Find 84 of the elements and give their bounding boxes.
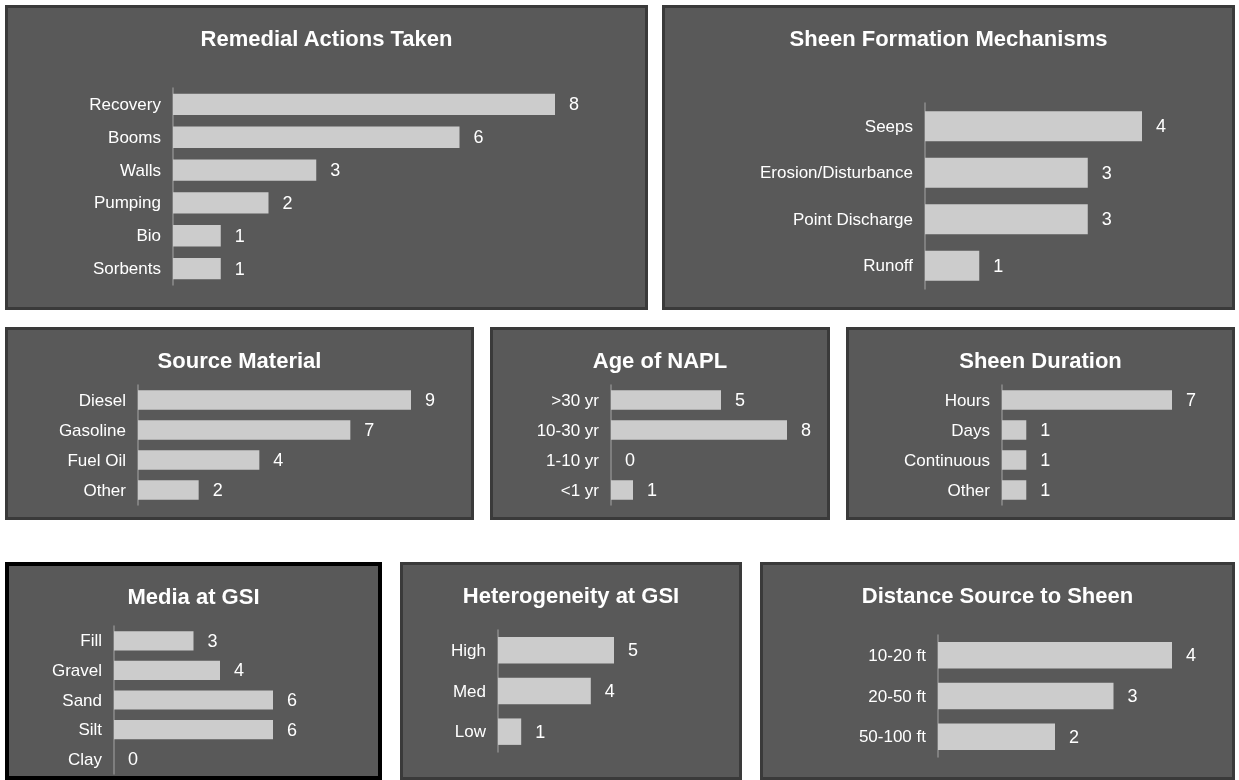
y-tick-label: Runoff	[863, 256, 914, 276]
data-label: 2	[1069, 726, 1080, 747]
bar	[173, 192, 269, 214]
y-tick-label: Fill	[80, 631, 102, 651]
y-tick-label: Gasoline	[58, 420, 126, 440]
y-tick-label: Diesel	[78, 390, 126, 410]
y-tick-label: 10-30 yr	[536, 420, 600, 440]
data-label: 4	[273, 450, 284, 470]
bar	[138, 480, 199, 500]
y-tick-label: Low	[454, 722, 487, 742]
y-tick-label: Erosion/Disturbance	[759, 163, 913, 183]
data-label: 4	[234, 660, 245, 681]
data-label: 4	[604, 681, 615, 701]
data-label: 1	[647, 480, 658, 500]
y-tick-label: Pumping	[93, 193, 161, 213]
data-label: 2	[282, 192, 293, 213]
y-tick-label: Point Discharge	[792, 209, 913, 229]
y-tick-label: Sorbents	[92, 259, 161, 279]
data-label: 8	[569, 94, 580, 115]
data-label: 3	[330, 160, 341, 181]
data-label: 1	[535, 721, 546, 742]
data-label: 0	[128, 749, 139, 770]
y-tick-label: Sand	[62, 690, 102, 710]
y-tick-label: 50-100 ft	[858, 727, 927, 747]
data-label: 6	[287, 690, 298, 710]
data-label: 2	[212, 480, 223, 500]
y-tick-label: Other	[83, 480, 127, 500]
y-tick-label: Bio	[136, 226, 161, 246]
data-label: 6	[287, 719, 298, 740]
chart-title: Media at GSI	[127, 583, 260, 609]
chart-title: Remedial Actions Taken	[200, 25, 453, 51]
data-label: 7	[1186, 390, 1197, 410]
y-tick-label: Gravel	[51, 660, 102, 680]
data-label: 1	[1040, 420, 1051, 440]
y-tick-label: Silt	[78, 720, 103, 740]
bar	[173, 126, 460, 148]
y-tick-label: Fuel Oil	[67, 450, 126, 470]
y-tick-label: High	[451, 640, 486, 660]
y-tick-label: <1 yr	[560, 480, 600, 500]
data-label: 6	[473, 127, 484, 148]
data-label: 1	[1040, 480, 1051, 500]
y-tick-label: 10-20 ft	[868, 645, 927, 665]
data-label: 5	[735, 390, 746, 410]
chart-title: Source Material	[157, 347, 322, 373]
data-label: 7	[364, 420, 375, 440]
bar	[138, 450, 260, 470]
y-tick-label: Continuous	[903, 450, 990, 470]
data-label: 1	[234, 258, 245, 279]
bar	[173, 225, 221, 247]
y-tick-label: >30 yr	[551, 390, 600, 410]
y-tick-label: Other	[947, 480, 991, 500]
chart-title: Distance Source to Sheen	[861, 582, 1134, 608]
y-tick-label: Recovery	[89, 94, 162, 114]
data-label: 4	[1156, 116, 1167, 137]
data-label: 1	[234, 225, 245, 246]
y-tick-label: Seeps	[864, 116, 913, 136]
chart-title: Sheen Duration	[959, 347, 1122, 373]
y-tick-label: Clay	[67, 749, 103, 769]
y-tick-label: Hours	[944, 390, 990, 410]
data-label: 9	[425, 390, 436, 410]
data-label: 4	[1186, 645, 1197, 666]
data-label: 3	[1101, 162, 1112, 183]
y-tick-label: Walls	[120, 160, 161, 180]
chart-title: Age of NAPL	[592, 347, 728, 373]
bar	[173, 159, 317, 181]
data-label: 3	[1101, 209, 1112, 230]
chart-title: Heterogeneity at GSI	[462, 582, 680, 608]
bar	[138, 420, 351, 440]
data-label: 3	[1127, 686, 1138, 706]
chart-title: Sheen Formation Mechanisms	[789, 25, 1108, 51]
data-label: 5	[628, 640, 639, 661]
data-label: 0	[625, 450, 636, 470]
data-label: 3	[207, 630, 218, 651]
data-label: 1	[1040, 450, 1051, 470]
y-tick-label: 1-10 yr	[546, 450, 600, 470]
bar	[138, 390, 411, 410]
y-tick-label: Med	[452, 681, 486, 701]
data-label: 1	[993, 255, 1004, 276]
y-tick-label: Days	[951, 420, 990, 440]
data-label: 8	[801, 420, 812, 440]
bar	[173, 93, 555, 116]
y-tick-label: Booms	[108, 127, 161, 147]
bar	[173, 257, 221, 280]
y-tick-label: 20-50 ft	[868, 686, 927, 706]
